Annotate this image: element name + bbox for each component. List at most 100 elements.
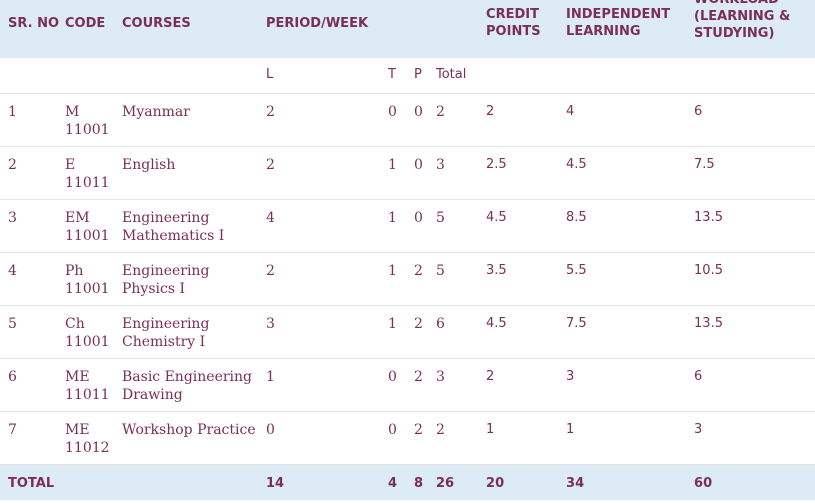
header-row: SR. NO CODE COURSES PERIOD/WEEK CREDIT P… — [0, 0, 815, 58]
course-cell: Engineering Physics I — [122, 262, 210, 297]
credit-cell: 4.5 — [486, 209, 507, 225]
p-cell: 0 — [414, 156, 423, 173]
workload-cell: 10.5 — [694, 262, 723, 278]
sr-cell: 3 — [8, 209, 17, 226]
total-p: 8 — [414, 475, 424, 491]
sr-cell: 1 — [8, 103, 17, 120]
total-credit: 20 — [486, 475, 505, 491]
t-cell: 0 — [388, 103, 397, 120]
credit-cell: 2 — [486, 103, 495, 119]
independent-cell: 5.5 — [566, 262, 587, 278]
workload-cell: 13.5 — [694, 209, 723, 225]
total-cell: 3 — [436, 368, 445, 385]
code-cell: EM 11001 — [65, 209, 110, 244]
p-cell: 2 — [414, 421, 423, 438]
table-row: 7 ME 11012 Workshop Practice 0 0 2 2 1 1 3 — [0, 411, 815, 464]
code-cell: Ph 11001 — [65, 262, 110, 297]
workload-cell: 6 — [694, 368, 703, 384]
table-row: 6 ME 11011 Basic Engineering Drawing 1 0 2 3 2 3… — [0, 358, 815, 411]
p-cell: 2 — [414, 368, 423, 385]
course-cell: Engineering Mathematics I — [122, 209, 225, 244]
independent-cell: 4.5 — [566, 156, 587, 172]
subheader-row: L T P Total — [0, 58, 815, 93]
workload-cell: 3 — [694, 421, 703, 437]
header-code: CODE — [65, 16, 106, 31]
subheader-p: P — [414, 67, 422, 82]
credit-cell: 2.5 — [486, 156, 507, 172]
total-cell: 2 — [436, 421, 445, 438]
code-cell: E 11011 — [65, 156, 110, 191]
p-cell: 2 — [414, 315, 423, 332]
total-cell: 2 — [436, 103, 445, 120]
header-sr-no: SR. NO — [8, 16, 60, 31]
total-total: 26 — [436, 475, 455, 491]
l-cell: 2 — [266, 103, 275, 120]
total-l: 14 — [266, 475, 285, 491]
p-cell: 2 — [414, 262, 423, 279]
header-independent-learning: INDEPENDENT LEARNING — [566, 7, 671, 39]
total-cell: 5 — [436, 262, 445, 279]
total-independent: 34 — [566, 475, 585, 491]
course-cell: Engineering Chemistry I — [122, 315, 210, 350]
table-row: 2 E 11011 English 2 1 0 3 2.5 4.5 7.5 — [0, 146, 815, 199]
header-workload: WORKLOAD (LEARNING & STUDYING) — [694, 0, 791, 41]
code-cell: ME 11011 — [65, 368, 110, 403]
course-cell: Workshop Practice — [122, 421, 256, 438]
code-cell: Ch 11001 — [65, 315, 110, 350]
t-cell: 0 — [388, 421, 397, 438]
l-cell: 2 — [266, 262, 275, 279]
sr-cell: 2 — [8, 156, 17, 173]
l-cell: 4 — [266, 209, 275, 226]
table-row: 5 Ch 11001 Engineering Chemistry I 3 1 2 6 4.5 7… — [0, 305, 815, 358]
t-cell: 1 — [388, 315, 397, 332]
course-cell: Basic Engineering Drawing — [122, 368, 252, 403]
sr-cell: 5 — [8, 315, 17, 332]
table-row: 4 Ph 11001 Engineering Physics I 2 1 2 5 3.5 5.5… — [0, 252, 815, 305]
header-period-week: PERIOD/WEEK — [266, 16, 369, 31]
independent-cell: 8.5 — [566, 209, 587, 225]
subheader-t: T — [388, 67, 396, 82]
code-cell: ME 11012 — [65, 421, 110, 456]
total-workload: 60 — [694, 475, 713, 491]
independent-cell: 7.5 — [566, 315, 587, 331]
total-cell: 3 — [436, 156, 445, 173]
t-cell: 1 — [388, 209, 397, 226]
t-cell: 1 — [388, 156, 397, 173]
t-cell: 0 — [388, 368, 397, 385]
independent-cell: 3 — [566, 368, 575, 384]
sr-cell: 6 — [8, 368, 17, 385]
p-cell: 0 — [414, 209, 423, 226]
course-cell: Myanmar — [122, 103, 190, 120]
independent-cell: 4 — [566, 103, 575, 119]
total-row: TOTAL 14 4 8 26 20 34 60 — [0, 464, 815, 500]
total-t: 4 — [388, 475, 398, 491]
header-credit-points: CREDIT POINTS — [486, 7, 541, 39]
subheader-total: Total — [436, 67, 467, 82]
credit-cell: 4.5 — [486, 315, 507, 331]
total-cell: 5 — [436, 209, 445, 226]
t-cell: 1 — [388, 262, 397, 279]
total-cell: 6 — [436, 315, 445, 332]
workload-cell: 6 — [694, 103, 703, 119]
workload-cell: 13.5 — [694, 315, 723, 331]
independent-cell: 1 — [566, 421, 575, 437]
header-courses: COURSES — [122, 16, 191, 31]
total-label: TOTAL — [8, 475, 55, 491]
subheader-l: L — [266, 67, 274, 82]
l-cell: 3 — [266, 315, 275, 332]
l-cell: 2 — [266, 156, 275, 173]
sr-cell: 4 — [8, 262, 17, 279]
workload-cell: 7.5 — [694, 156, 715, 172]
table-row: 3 EM 11001 Engineering Mathematics I 4 1 0 5 4.… — [0, 199, 815, 252]
l-cell: 1 — [266, 368, 275, 385]
code-cell: M 11001 — [65, 103, 110, 138]
course-cell: English — [122, 156, 176, 173]
p-cell: 0 — [414, 103, 423, 120]
sr-cell: 7 — [8, 421, 17, 438]
credit-cell: 1 — [486, 421, 495, 437]
credit-cell: 2 — [486, 368, 495, 384]
credit-cell: 3.5 — [486, 262, 507, 278]
l-cell: 0 — [266, 421, 275, 438]
